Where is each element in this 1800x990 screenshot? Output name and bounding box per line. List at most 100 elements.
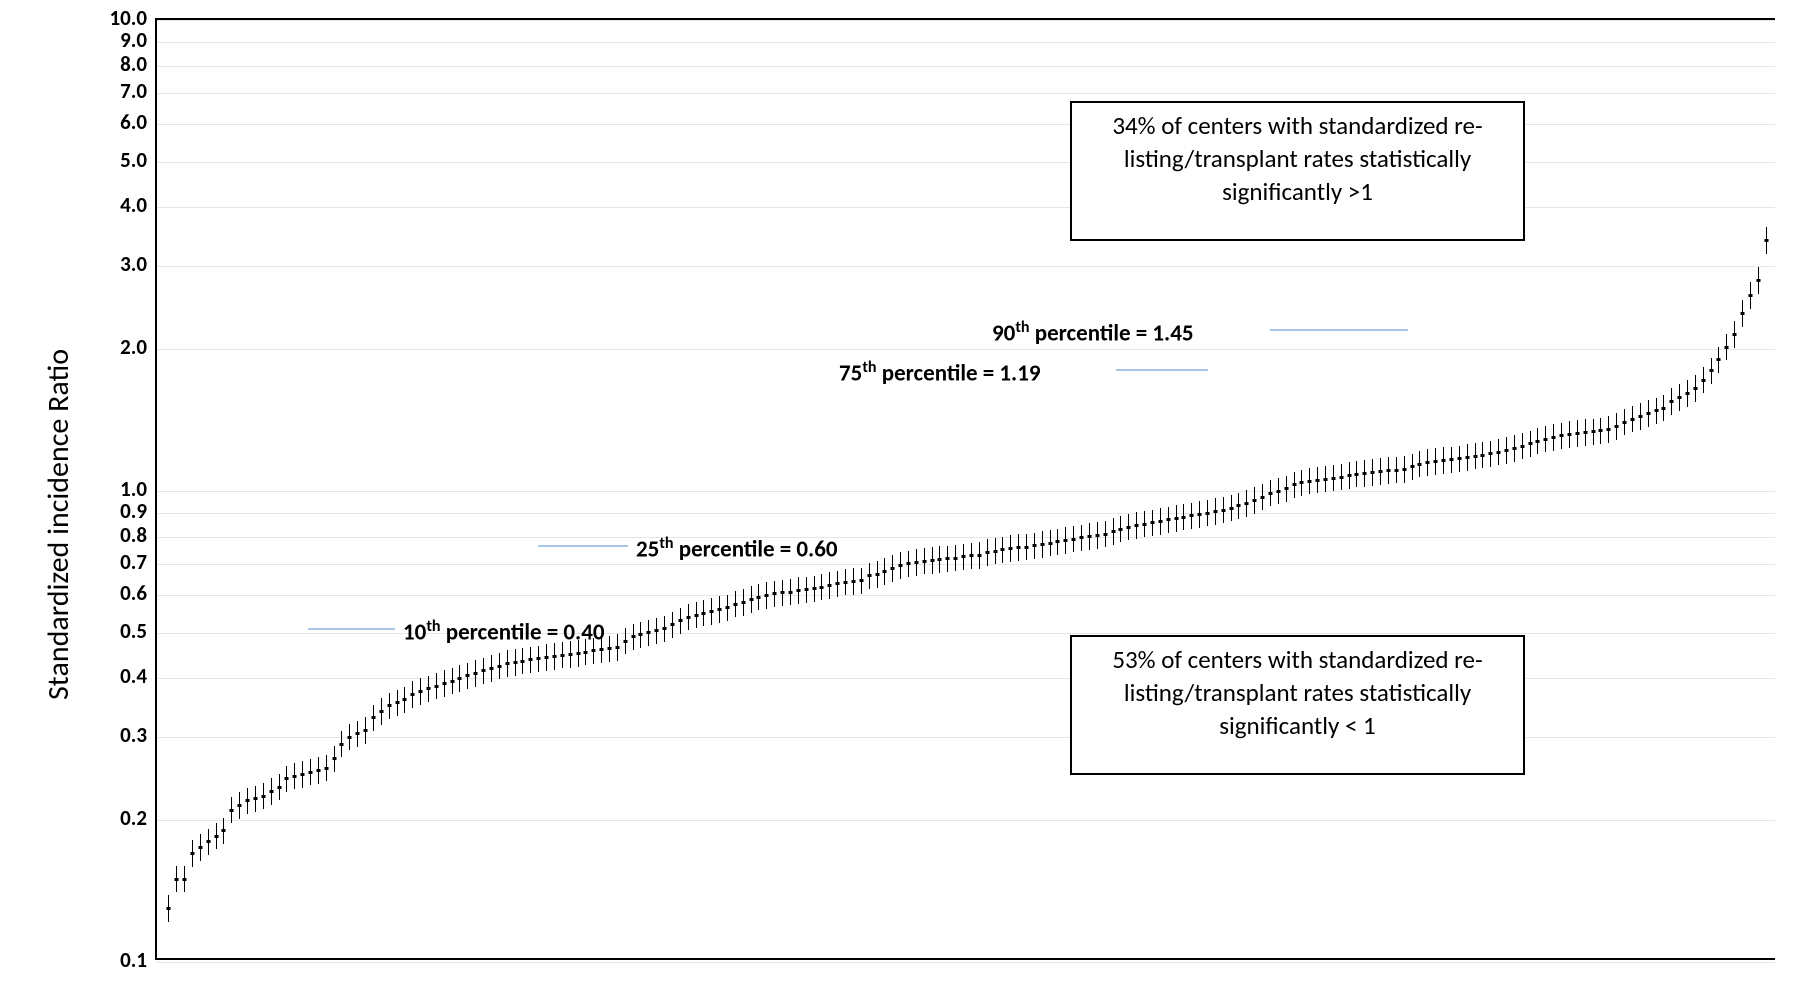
data-point xyxy=(1316,479,1320,482)
data-point xyxy=(993,550,997,553)
data-point xyxy=(1685,392,1689,395)
data-point xyxy=(513,661,517,664)
data-point xyxy=(1017,546,1021,549)
data-point xyxy=(261,795,265,798)
data-point xyxy=(1190,514,1194,517)
data-point xyxy=(1709,369,1713,372)
data-point xyxy=(1520,445,1524,448)
data-point xyxy=(214,835,218,838)
data-point xyxy=(781,591,785,594)
data-point xyxy=(348,736,352,739)
data-point xyxy=(954,557,958,560)
data-point xyxy=(749,598,753,601)
data-point xyxy=(497,665,501,668)
sir-chart: Standardized incidence Ratio 0.10.20.30.… xyxy=(0,0,1800,990)
ytick-label: 0.8 xyxy=(95,522,147,548)
data-point xyxy=(1048,542,1052,545)
data-point xyxy=(812,587,816,590)
ytick-label: 8.0 xyxy=(95,51,147,77)
data-point xyxy=(1630,418,1634,421)
data-point xyxy=(1552,436,1556,439)
data-point xyxy=(938,558,942,561)
percentile-label: 90th percentile = 1.45 xyxy=(992,318,1194,348)
data-point xyxy=(1119,528,1123,531)
data-point xyxy=(804,588,808,591)
data-point xyxy=(1080,536,1084,539)
data-point xyxy=(1575,432,1579,435)
data-point xyxy=(474,672,478,675)
gridline xyxy=(157,266,1775,267)
data-point xyxy=(560,654,564,657)
data-point xyxy=(1056,540,1060,543)
ytick-label: 0.5 xyxy=(95,618,147,644)
data-point xyxy=(930,559,934,562)
data-point xyxy=(1276,490,1280,493)
data-point xyxy=(883,570,887,573)
data-point xyxy=(1465,456,1469,459)
data-point xyxy=(859,579,863,582)
data-point xyxy=(1331,477,1335,480)
data-point xyxy=(1292,483,1296,486)
data-point xyxy=(844,581,848,584)
data-point xyxy=(1386,469,1390,472)
leader-line xyxy=(308,628,395,630)
data-point xyxy=(1300,481,1304,484)
data-point xyxy=(466,674,470,677)
plot-area xyxy=(155,18,1775,960)
data-point xyxy=(1009,547,1013,550)
data-point xyxy=(1567,433,1571,436)
data-point xyxy=(977,554,981,557)
data-point xyxy=(1150,521,1154,524)
gridline xyxy=(157,162,1775,163)
data-point xyxy=(308,771,312,774)
data-point xyxy=(1394,469,1398,472)
data-point xyxy=(1032,544,1036,547)
data-point xyxy=(1442,459,1446,462)
gridline xyxy=(157,962,1775,963)
data-point xyxy=(332,757,336,760)
ytick-label: 2.0 xyxy=(95,334,147,360)
data-point xyxy=(851,580,855,583)
data-point xyxy=(639,633,643,636)
data-point xyxy=(1623,421,1627,424)
data-point xyxy=(1662,407,1666,410)
gridline xyxy=(157,564,1775,565)
data-point xyxy=(545,656,549,659)
data-point xyxy=(1025,546,1029,549)
data-point xyxy=(387,704,391,707)
ytick-label: 0.4 xyxy=(95,663,147,689)
data-point xyxy=(1512,447,1516,450)
callout-box-top: 34% of centers with standardized re-list… xyxy=(1070,101,1525,241)
leader-line xyxy=(538,545,628,547)
data-point xyxy=(1347,474,1351,477)
data-point xyxy=(1457,457,1461,460)
gridline xyxy=(157,124,1775,125)
data-point xyxy=(631,635,635,638)
data-point xyxy=(403,698,407,701)
gridline xyxy=(157,42,1775,43)
ytick-label: 0.6 xyxy=(95,580,147,606)
ytick-label: 0.7 xyxy=(95,549,147,575)
data-point xyxy=(1158,520,1162,523)
data-point xyxy=(1473,455,1477,458)
data-point xyxy=(891,567,895,570)
data-point xyxy=(1198,513,1202,516)
data-point xyxy=(1638,415,1642,418)
data-point xyxy=(1237,504,1241,507)
data-point xyxy=(1040,543,1044,546)
gridline xyxy=(157,595,1775,596)
data-point xyxy=(1426,461,1430,464)
data-point xyxy=(576,652,580,655)
data-point xyxy=(1418,463,1422,466)
data-point xyxy=(1064,539,1068,542)
data-point xyxy=(1544,438,1548,441)
gridline xyxy=(157,349,1775,350)
data-point xyxy=(1717,358,1721,361)
data-point xyxy=(521,660,525,663)
data-point xyxy=(1095,534,1099,537)
data-point xyxy=(1583,431,1587,434)
y-axis-label: Standardized incidence Ratio xyxy=(40,349,77,700)
data-point xyxy=(647,631,651,634)
gridline xyxy=(157,633,1775,634)
data-point xyxy=(1670,400,1674,403)
